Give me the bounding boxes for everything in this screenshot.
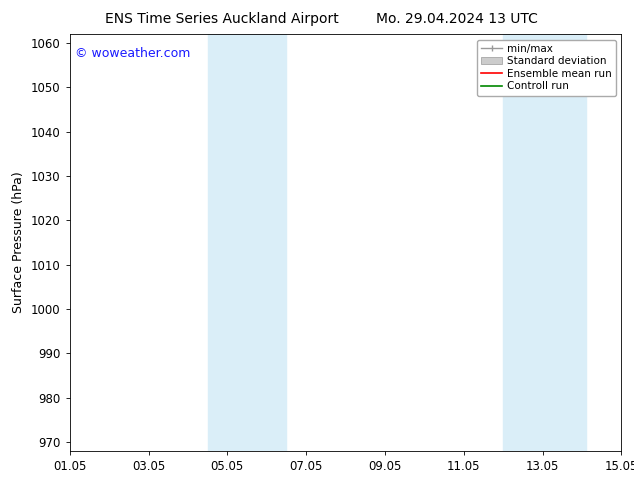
Text: Mo. 29.04.2024 13 UTC: Mo. 29.04.2024 13 UTC <box>375 12 538 26</box>
Bar <box>207 34 287 451</box>
Y-axis label: Surface Pressure (hPa): Surface Pressure (hPa) <box>13 172 25 314</box>
Text: ENS Time Series Auckland Airport: ENS Time Series Auckland Airport <box>105 12 339 26</box>
Bar <box>503 34 586 451</box>
Text: © woweather.com: © woweather.com <box>75 47 191 60</box>
Legend: min/max, Standard deviation, Ensemble mean run, Controll run: min/max, Standard deviation, Ensemble me… <box>477 40 616 96</box>
